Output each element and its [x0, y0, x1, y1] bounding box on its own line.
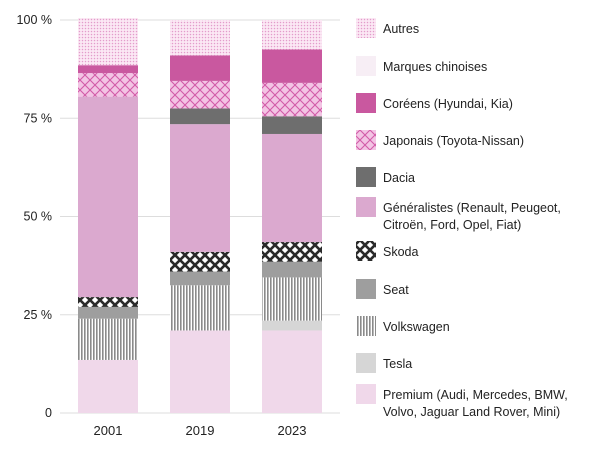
- y-tick-label: 25 %: [24, 308, 53, 322]
- x-tick-label: 2001: [94, 423, 123, 438]
- legend-swatch: [356, 384, 376, 404]
- bar-segment: [262, 277, 322, 321]
- legend-label: Marques chinoises: [383, 60, 487, 74]
- legend-swatch: [356, 353, 376, 373]
- y-axis: 0 25 % 50 % 75 % 100 %: [17, 13, 53, 420]
- legend-label: Généralistes (Renault, Peugeot,: [383, 201, 561, 215]
- legend-label: Seat: [383, 283, 409, 297]
- legend-swatch: [356, 279, 376, 299]
- legend-label: Premium (Audi, Mercedes, BMW,: [383, 388, 568, 402]
- legend-swatch: [356, 167, 376, 187]
- legend-swatch: [356, 56, 376, 76]
- legend-label: Citroën, Ford, Opel, Fiat): [383, 218, 521, 232]
- bar-segment: [262, 320, 322, 331]
- x-axis: 2001 2019 2023: [94, 423, 307, 438]
- legend-label: Tesla: [383, 357, 412, 371]
- x-tick-label: 2019: [186, 423, 215, 438]
- legend-label: Skoda: [383, 245, 418, 259]
- bar-segment: [170, 285, 230, 331]
- bar-segment: [170, 271, 230, 286]
- legend-label: Volvo, Jaguar Land Rover, Mini): [383, 405, 560, 419]
- bar-segment: [78, 18, 138, 66]
- bar-segment: [78, 297, 138, 307]
- legend: Autres Marques chinoises Coréens (Hyundai,…: [356, 18, 568, 419]
- bar-segment: [262, 261, 322, 278]
- x-tick-label: 2023: [278, 423, 307, 438]
- bar-segment: [262, 49, 322, 83]
- legend-swatch: [356, 18, 376, 38]
- bar-segment: [262, 242, 322, 262]
- bar-segment: [170, 55, 230, 81]
- legend-swatch: [356, 241, 376, 261]
- y-tick-label: 100 %: [17, 13, 52, 27]
- bar-segment: [262, 116, 322, 134]
- legend-label: Japonais (Toyota-Nissan): [383, 134, 524, 148]
- bar-segment: [170, 20, 230, 56]
- bar-segment: [170, 108, 230, 125]
- y-tick-label: 50 %: [24, 210, 53, 224]
- legend-label: Coréens (Hyundai, Kia): [383, 97, 513, 111]
- legend-label: Dacia: [383, 171, 415, 185]
- y-tick-label: 0: [45, 406, 52, 420]
- bar-segment: [78, 306, 138, 319]
- bar-segment: [170, 251, 230, 272]
- bar-segment: [78, 73, 138, 97]
- bar-segment: [78, 65, 138, 74]
- bars: [78, 18, 322, 413]
- legend-swatch: [356, 197, 376, 217]
- legend-label: Volkswagen: [383, 320, 450, 334]
- legend-swatch: [356, 93, 376, 113]
- bar-segment: [262, 20, 322, 50]
- bar-segment: [78, 318, 138, 360]
- bar-segment: [170, 80, 230, 109]
- bar-segment: [262, 330, 322, 413]
- bar-segment: [78, 96, 138, 298]
- bar-segment: [78, 359, 138, 413]
- bar-segment: [170, 330, 230, 413]
- bar-segment: [262, 82, 322, 117]
- bar-segment: [262, 133, 322, 243]
- legend-label: Autres: [383, 22, 419, 36]
- legend-swatch: [356, 130, 376, 150]
- legend-swatch: [356, 316, 376, 336]
- bar-segment: [170, 124, 230, 252]
- y-tick-label: 75 %: [24, 111, 53, 125]
